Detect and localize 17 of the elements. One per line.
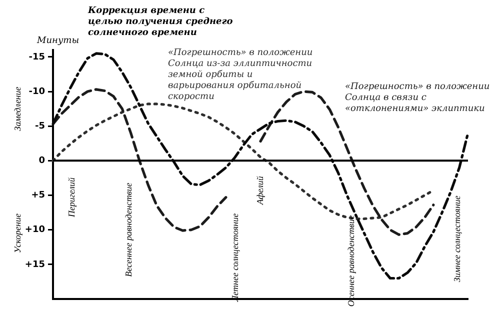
series-label: «Погрешность» в положении Солнца из-за эллиптичности земной орбиты и варьирования орбитальной скорости	[168, 48, 313, 102]
text: Замедление	[12, 86, 22, 131]
y-tick-label: -5	[35, 121, 45, 132]
y-tick-label: +5	[31, 190, 45, 201]
y-tick-label: +15	[24, 260, 45, 270]
y-tick-label: +10	[24, 225, 45, 236]
annotation: Перигелий	[66, 176, 76, 218]
text: Ускорение	[12, 214, 22, 254]
chart-title: Коррекция времени с целью получения среднего солнечного времени	[87, 6, 233, 38]
annotation: Весеннее равноденствие	[123, 182, 134, 277]
y-tick-label: -10	[28, 86, 45, 97]
y-tick-label: 0	[38, 156, 45, 166]
y-axis-title: Минуты	[36, 36, 80, 46]
annotation: Афелий	[254, 176, 265, 206]
series-label: «Погрешность» в положении Солнца в связи с «отклонениями» эклиптики	[345, 82, 490, 114]
annotation: Зимнее солнцестояние	[452, 196, 462, 282]
y-tick-label: -15	[28, 52, 45, 62]
